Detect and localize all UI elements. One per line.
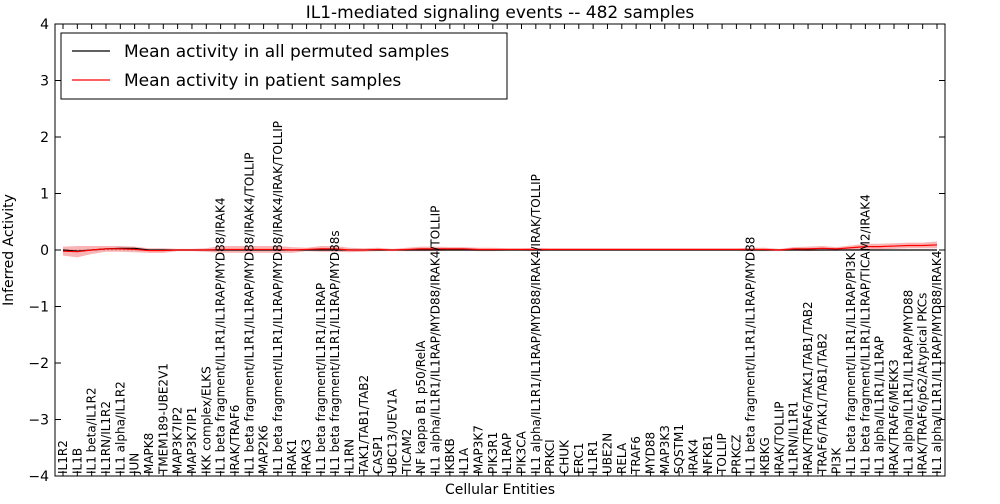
x-tick-label: RELA (615, 442, 629, 474)
x-tick-label: IL1A (457, 447, 471, 474)
x-tick-label: JUN (128, 453, 142, 475)
x-tick-label: IL1RN/IL1R1 (787, 401, 801, 474)
x-tick-label: PRKCZ (729, 435, 743, 474)
x-tick-label: IL1 alpha/IL1R1/IL1RAP (873, 336, 887, 474)
legend-label-patient: Mean activity in patient samples (124, 71, 401, 91)
x-tick-label: IRAK4 (686, 439, 700, 474)
x-tick-label: IKBKB (443, 438, 457, 474)
x-tick-label: IL1RN/IL1R2 (99, 401, 113, 474)
x-tick-label: SQSTM1 (672, 424, 686, 474)
x-tick-label: IRAK/TRAF6 (228, 405, 242, 474)
x-tick-label: IRAK/TRAF6/p62/Atypical PKCs (916, 293, 930, 474)
patient-mean-line (62, 244, 938, 253)
x-tick-label: UBE2N (600, 433, 614, 474)
x-tick-label: IL1 beta fragment/IL1R1/IL1RAP (314, 283, 328, 474)
chart-title: IL1-mediated signaling events -- 482 sam… (306, 3, 695, 23)
x-tick-label: IL1RAP (500, 433, 514, 474)
x-tick-label: PIK3CA (514, 430, 528, 474)
y-tick-label: −2 (28, 356, 49, 372)
x-tick-label: PI3K (830, 447, 844, 474)
x-tick-label: IRAK3 (300, 439, 314, 474)
y-tick-label: 0 (40, 243, 49, 259)
x-tick-label: IKK complex/ELKS (199, 366, 213, 474)
x-tick-label: IL1 beta/IL1R2 (85, 387, 99, 474)
x-tick-label: MAP3K3 (658, 425, 672, 474)
y-tick-label: 4 (40, 17, 49, 33)
x-tick-label: ERC1 (572, 443, 586, 474)
y-tick-label: −4 (28, 469, 49, 485)
x-tick-label: NF kappa B1 p50/RelA (414, 340, 428, 474)
x-tick-label: MAPK8 (142, 433, 156, 474)
x-tick-label: IL1 beta fragment/IL1R1/IL1RAP/MYD88/IRA… (242, 153, 256, 474)
x-tick-label: MAP3K7IP2 (171, 407, 185, 474)
x-tick-label: IL1 alpha/IL1R1/IL1RAP/MYD88/IRAK4/IRAK/… (529, 174, 543, 474)
plot-frame (54, 23, 946, 477)
y-tick-label: −3 (28, 413, 49, 429)
x-tick-label: IL1R2 (56, 440, 70, 474)
x-tick-label: CASP1 (371, 435, 385, 474)
x-tick-label: IL1 alpha/IL1R1/IL1RAP/MYD88/IRAK4 (930, 251, 944, 474)
x-tick-label: TRAF6/TAK1/TAB1/TAB2 (815, 333, 829, 475)
x-tick-label: IRAK1 (285, 439, 299, 474)
x-tick-label: TOLLIP (715, 433, 729, 475)
x-tick-label: IL1 beta fragment/IL1R1/IL1RAP/PI3K (844, 251, 858, 474)
x-tick-label: MAP3K7IP1 (185, 407, 199, 474)
x-tick-label: IL1B (70, 448, 84, 474)
y-tick-label: −1 (28, 300, 49, 316)
legend: Mean activity in all permuted samples Me… (60, 32, 508, 100)
x-tick-label: MAP3K7 (472, 425, 486, 474)
x-tick-label: PIK3R1 (486, 432, 500, 474)
y-tick-label: 3 (40, 74, 49, 90)
x-tick-label: UBC13/UEV1A (386, 388, 400, 474)
x-tick-label: IL1 beta fragment/IL1R1/IL1RAP/MYD88s (328, 230, 342, 474)
legend-label-permuted: Mean activity in all permuted samples (124, 42, 449, 62)
x-tick-label: MYD88 (643, 432, 657, 474)
y-axis-label: Inferred Activity (1, 194, 17, 306)
x-tick-label: IL1 beta fragment/IL1R1/IL1RAP/MYD88/IRA… (271, 121, 285, 474)
x-tick-label: PRKCI (543, 439, 557, 474)
x-tick-label: TMEM189-UBE2V1 (156, 363, 170, 475)
x-tick-label: IL1 alpha/IL1R1/IL1RAP/MYD88 (901, 290, 915, 474)
x-tick-label: IL1 beta fragment/IL1R1/IL1RAP/MYD88 (744, 237, 758, 474)
x-tick-label: IRAK/TOLLIP (772, 402, 786, 474)
x-tick-label: IL1 alpha/IL1R2 (113, 381, 127, 474)
x-tick-label: CHUK (557, 439, 571, 474)
x-tick-label: IRAK/TRAF6/TAK1/TAB1/TAB2 (801, 301, 815, 474)
x-tick-label: IL1RN (343, 439, 357, 474)
x-tick-label: IL1 beta fragment/IL1R1/IL1RAP/TICAM2/IR… (858, 194, 872, 474)
x-axis-label: Cellular Entities (445, 482, 555, 498)
x-tick-label: IL1 beta fragment/IL1R1/IL1RAP/MYD88/IRA… (214, 197, 228, 474)
x-tick-label: IL1R1 (586, 440, 600, 474)
x-tick-label: IL1 alpha/IL1R1/IL1RAP/MYD88/IRAK4/TOLLI… (429, 206, 443, 474)
y-tick-label: 2 (40, 130, 49, 146)
x-tick-label: TRAF6 (629, 436, 643, 475)
legend-box (60, 32, 508, 100)
x-tick-label: MAP2K6 (257, 425, 271, 474)
x-tick-label: TAK1/TAB1/TAB2 (357, 375, 371, 475)
x-tick-label: IRAK/TRAF6/MEKK3 (887, 359, 901, 474)
x-tick-label: TICAM2 (400, 429, 414, 475)
x-tick-label: IKBKG (758, 437, 772, 474)
y-tick-label: 1 (40, 187, 49, 203)
x-tick-label: NFKB1 (701, 434, 715, 474)
